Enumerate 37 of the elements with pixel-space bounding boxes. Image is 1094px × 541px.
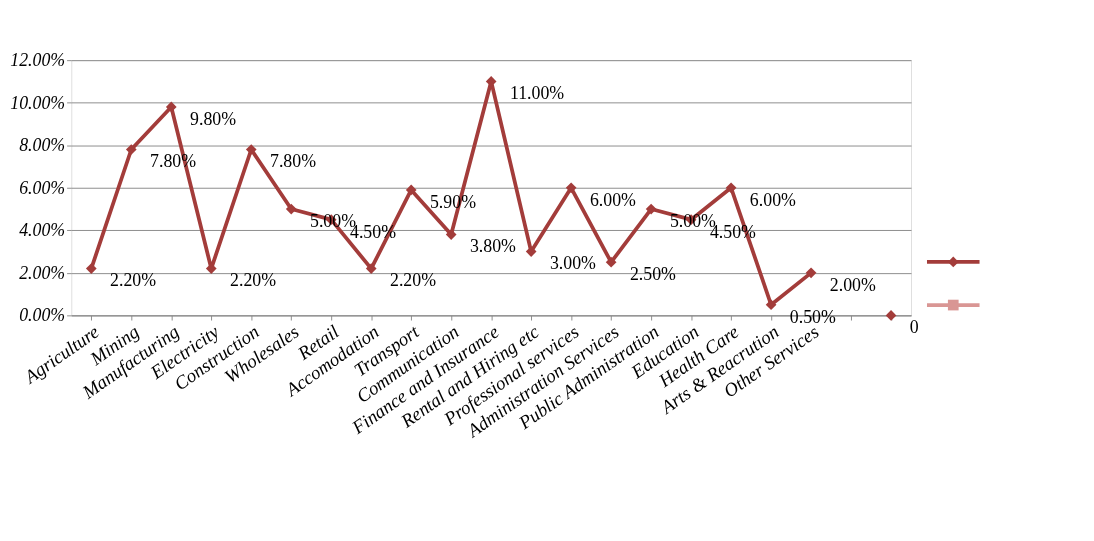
point	[365, 263, 377, 274]
data-label: 0.50%	[789, 306, 837, 327]
y-tick-label: 6.00%	[19, 177, 66, 198]
data-label: 6.00%	[749, 189, 797, 210]
data-label: 0	[909, 317, 919, 338]
point	[525, 246, 537, 257]
data-label: 6.00%	[589, 189, 637, 210]
data-label: 2.20%	[110, 270, 157, 291]
data-label: 7.80%	[270, 151, 317, 172]
point	[605, 256, 617, 268]
y-tick-label: 2.00%	[19, 262, 66, 283]
data-label: 2.50%	[629, 264, 677, 285]
point	[765, 299, 777, 311]
point	[645, 203, 657, 215]
point	[125, 144, 137, 155]
y-tick-label: 4.00%	[19, 220, 66, 241]
point	[405, 184, 417, 196]
point	[85, 263, 97, 274]
y-tick-label: 0.00%	[19, 305, 66, 326]
point	[805, 267, 817, 279]
data-label: 2.00%	[829, 274, 877, 295]
y-tick-label: 8.00%	[19, 135, 66, 156]
data-label: 11.00%	[509, 83, 565, 104]
point	[165, 101, 177, 113]
point	[725, 182, 737, 194]
point	[565, 182, 577, 194]
point	[885, 310, 897, 321]
data-label: 3.80%	[469, 236, 517, 257]
data-label: 2.20%	[230, 270, 277, 291]
y-tick-label: 10.00%	[10, 92, 66, 113]
data-label: 3.00%	[549, 253, 597, 274]
y-tick-label: 12.00%	[10, 50, 66, 71]
data-label: 2.20%	[389, 270, 437, 291]
point	[445, 229, 457, 240]
point	[245, 144, 257, 155]
data-label: 9.80%	[190, 108, 237, 129]
point	[285, 203, 297, 215]
